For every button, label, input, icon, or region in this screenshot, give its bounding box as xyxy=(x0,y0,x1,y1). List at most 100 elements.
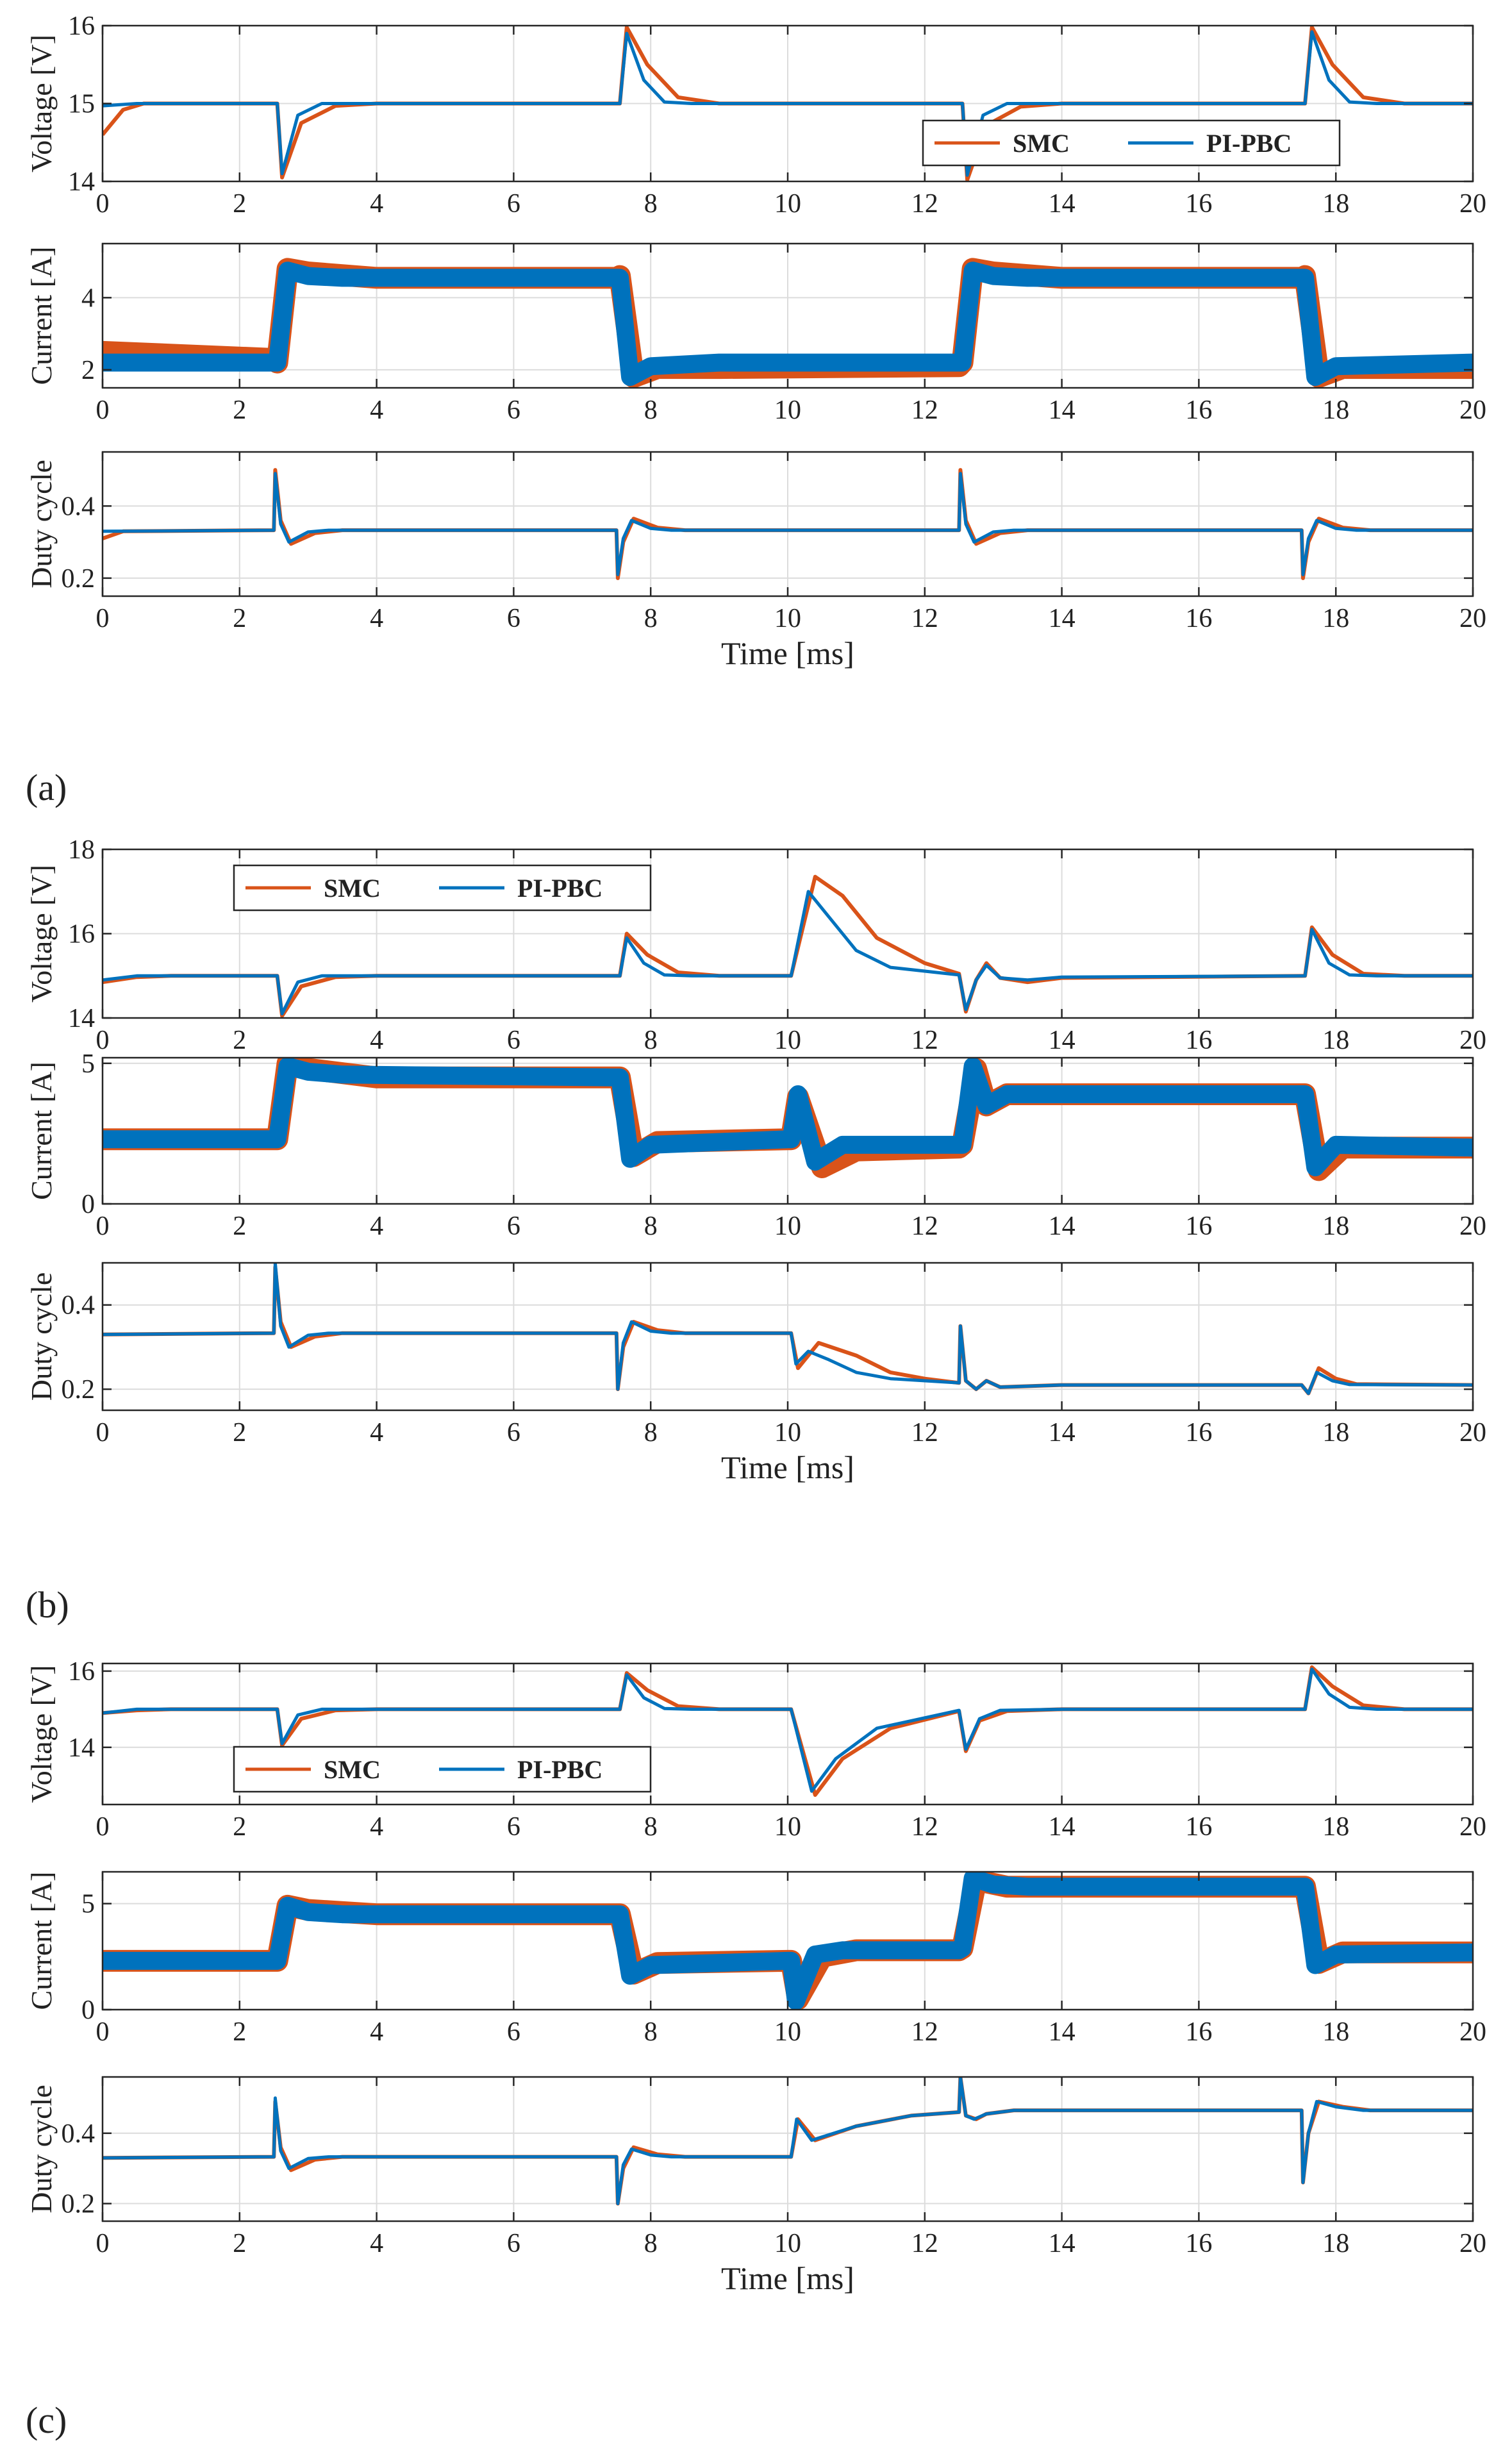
x-tick-label: 18 xyxy=(1322,1026,1349,1055)
panel-label-a: (a) xyxy=(26,767,67,808)
x-tick-label: 8 xyxy=(644,1212,658,1241)
y-axis-label: Current [A] xyxy=(25,1872,58,2010)
x-tick-label: 4 xyxy=(370,1026,383,1055)
panel-label-b: (b) xyxy=(26,1584,69,1626)
x-tick-label: 10 xyxy=(774,1026,801,1055)
x-tick-label: 6 xyxy=(507,2229,520,2258)
x-tick-label: 16 xyxy=(1185,396,1212,425)
x-tick-label: 2 xyxy=(233,189,246,219)
x-tick-label: 10 xyxy=(774,604,801,633)
x-tick-label: 16 xyxy=(1185,1026,1212,1055)
x-tick-label: 18 xyxy=(1322,189,1349,219)
x-tick-label: 8 xyxy=(644,2229,658,2258)
x-tick-label: 18 xyxy=(1322,1418,1349,1447)
series-group xyxy=(103,1263,1473,1396)
x-tick-label: 6 xyxy=(507,396,520,425)
x-tick-label: 18 xyxy=(1322,1812,1349,1842)
x-tick-label: 2 xyxy=(233,396,246,425)
x-tick-label: 4 xyxy=(370,1212,383,1241)
x-tick-label: 18 xyxy=(1322,604,1349,633)
x-tick-label: 12 xyxy=(911,604,938,633)
series-group xyxy=(103,1058,1473,1181)
x-tick-label: 14 xyxy=(1049,189,1076,219)
x-tick-label: 4 xyxy=(370,2229,383,2258)
y-axis-label: Duty cycle xyxy=(25,460,58,588)
x-tick-label: 2 xyxy=(233,1212,246,1241)
y-tick-label: 14 xyxy=(68,1004,95,1033)
subplot-8: 0 2 4 6 8 10 12 14 16 18 20 0 5 Current [A] xyxy=(25,1871,1486,2047)
y-axis-label: Current [A] xyxy=(25,247,58,385)
x-tick-label: 10 xyxy=(774,2017,801,2047)
series-group xyxy=(103,258,1473,388)
x-tick-label: 12 xyxy=(911,1812,938,1842)
panel-labels: (a) (b) (c) xyxy=(26,767,69,2441)
x-tick-label: 0 xyxy=(96,2017,110,2047)
y-axis-label: Voltage [V] xyxy=(25,1665,58,1803)
x-tick-label: 8 xyxy=(644,604,658,633)
x-tick-label: 10 xyxy=(774,1418,801,1447)
series-pi-pbc-line xyxy=(103,472,1473,576)
series-group xyxy=(103,468,1473,580)
x-tick-label: 0 xyxy=(96,1212,110,1241)
x-tick-label: 16 xyxy=(1185,1812,1212,1842)
series-group xyxy=(103,2077,1473,2206)
x-tick-label: 0 xyxy=(96,1026,110,1055)
x-tick-label: 18 xyxy=(1322,2229,1349,2258)
x-tick-label: 12 xyxy=(911,1026,938,1055)
x-axis-label: Time [ms] xyxy=(721,1449,854,1485)
y-tick-label: 2 xyxy=(81,356,95,385)
y-tick-label: 15 xyxy=(68,90,95,119)
legend-smc-label: SMC xyxy=(324,1755,381,1784)
x-tick-label: 12 xyxy=(911,1418,938,1447)
x-axis-label: Time [ms] xyxy=(721,2260,854,2296)
x-tick-label: 0 xyxy=(96,1418,110,1447)
y-tick-label: 16 xyxy=(68,920,95,949)
subplot-1: 0 2 4 6 8 10 12 14 16 18 20 14 15 16 Voltage [V] SMC PI-… xyxy=(25,12,1486,219)
x-tick-label: 14 xyxy=(1049,604,1076,633)
x-tick-label: 6 xyxy=(507,604,520,633)
x-tick-label: 14 xyxy=(1049,1212,1076,1241)
x-tick-label: 6 xyxy=(507,189,520,219)
subplot-4: 0 2 4 6 8 10 12 14 16 18 20 14 16 18 Voltage [V] SMC PI-… xyxy=(25,835,1486,1055)
x-tick-label: 8 xyxy=(644,1812,658,1842)
y-tick-label: 0 xyxy=(81,1190,95,1219)
y-tick-label: 0.4 xyxy=(62,1291,96,1321)
subplot-5: 0 2 4 6 8 10 12 14 16 18 20 0 5 Current [A] xyxy=(25,1049,1486,1241)
x-tick-label: 6 xyxy=(507,2017,520,2047)
x-tick-label: 0 xyxy=(96,2229,110,2258)
x-tick-label: 0 xyxy=(96,189,110,219)
x-tick-label: 12 xyxy=(911,1212,938,1241)
x-tick-label: 8 xyxy=(644,2017,658,2047)
y-tick-label: 14 xyxy=(68,1733,95,1763)
series-pi-pbc-line xyxy=(103,30,1473,177)
x-tick-label: 2 xyxy=(233,1418,246,1447)
y-axis-label: Voltage [V] xyxy=(25,865,58,1003)
x-tick-label: 0 xyxy=(96,604,110,633)
x-tick-label: 12 xyxy=(911,396,938,425)
x-tick-label: 14 xyxy=(1049,1026,1076,1055)
series-pi-pbc-line xyxy=(103,1263,1473,1396)
legend-pibc-label: PI-PBC xyxy=(517,874,602,903)
y-tick-label: 18 xyxy=(68,835,95,865)
x-tick-label: 10 xyxy=(774,189,801,219)
legend: SMC PI-PBC xyxy=(922,119,1341,167)
x-tick-label: 16 xyxy=(1185,1418,1212,1447)
x-tick-label: 14 xyxy=(1049,396,1076,425)
y-tick-label: 0 xyxy=(81,1996,95,2025)
series-pi-pbc-line xyxy=(103,2077,1473,2206)
x-tick-label: 16 xyxy=(1185,189,1212,219)
x-tick-label: 16 xyxy=(1185,2229,1212,2258)
x-tick-label: 2 xyxy=(233,2229,246,2258)
x-tick-label: 20 xyxy=(1459,1026,1486,1055)
x-tick-label: 20 xyxy=(1459,189,1486,219)
series-pi-pbc-line xyxy=(103,1667,1473,1793)
x-tick-label: 14 xyxy=(1049,2017,1076,2047)
x-tick-label: 20 xyxy=(1459,2229,1486,2258)
x-tick-label: 10 xyxy=(774,1812,801,1842)
x-tick-label: 8 xyxy=(644,396,658,425)
legend-smc-label: SMC xyxy=(1013,129,1070,158)
